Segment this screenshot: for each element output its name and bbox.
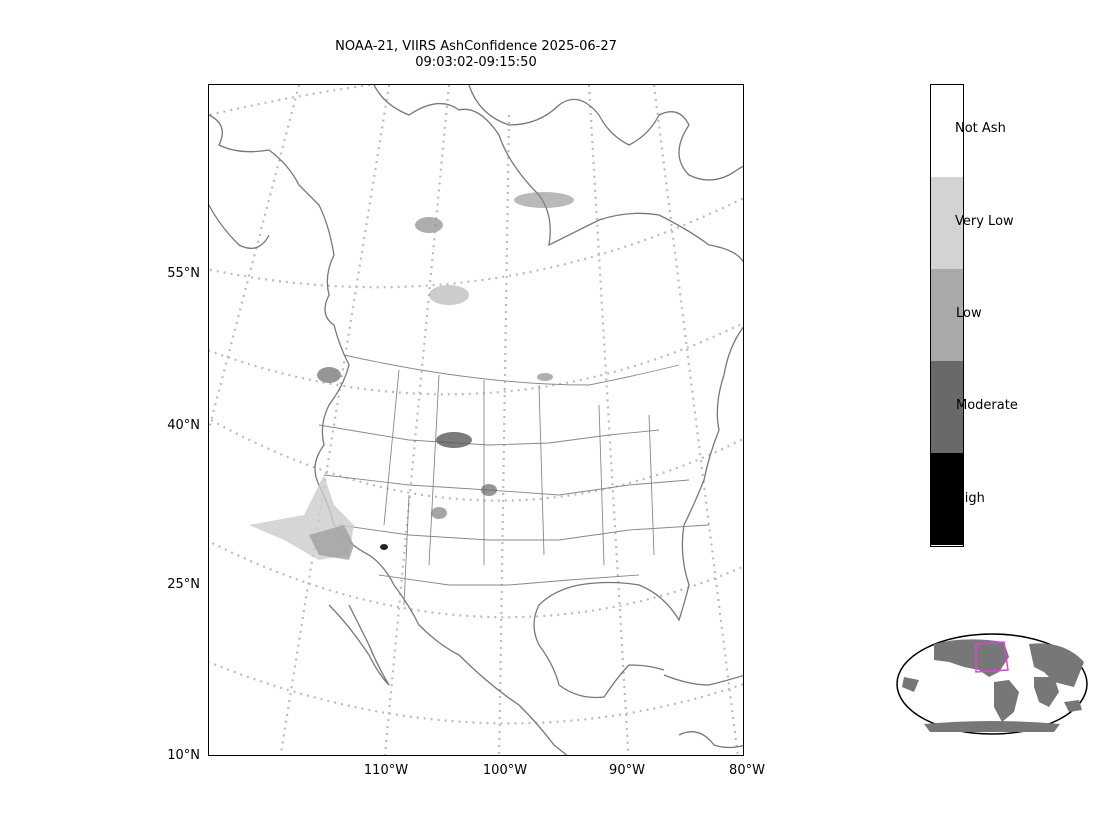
state-vline-6 bbox=[648, 414, 655, 556]
lon-label-110: 110°W bbox=[363, 763, 409, 778]
graticule-lat-40 bbox=[209, 417, 743, 502]
map-title: NOAA-21, VIIRS AshConfidence 2025-06-27 … bbox=[276, 39, 676, 71]
caribbean bbox=[663, 674, 743, 686]
state-line-1 bbox=[318, 424, 660, 446]
state-vline-5 bbox=[598, 404, 605, 566]
state-line-4 bbox=[378, 574, 640, 586]
globe-australia bbox=[1064, 700, 1082, 712]
state-vline-2 bbox=[428, 374, 440, 566]
colorbar bbox=[930, 84, 964, 547]
main-map[interactable] bbox=[208, 84, 744, 756]
ash-patch bbox=[436, 432, 472, 448]
alaska-coast bbox=[209, 204, 270, 249]
map-canvas bbox=[209, 85, 743, 755]
globe-north-america bbox=[934, 639, 1009, 677]
lat-label-25: 25°N bbox=[167, 577, 200, 592]
colorbar-label-low: Low bbox=[956, 306, 982, 321]
graticule-lon-80 bbox=[652, 85, 739, 755]
graticule-lon-110 bbox=[383, 85, 451, 755]
graticule-lon-130 bbox=[209, 85, 301, 433]
lon-label-100: 100°W bbox=[482, 763, 528, 778]
globe-south-america bbox=[994, 680, 1019, 722]
state-vline-7 bbox=[403, 494, 410, 606]
lon-label-80: 80°W bbox=[729, 763, 765, 778]
graticule-lon-100 bbox=[498, 114, 511, 755]
ash-patch bbox=[431, 507, 447, 519]
graticule-lon-120 bbox=[279, 85, 391, 755]
central-america bbox=[678, 731, 743, 749]
state-borders bbox=[318, 354, 710, 606]
ash-patch bbox=[514, 192, 574, 208]
hudson-bay bbox=[373, 85, 743, 263]
arctic-islands bbox=[468, 85, 743, 181]
west-coast bbox=[209, 114, 568, 755]
ash-patch-high bbox=[380, 544, 388, 550]
ash-data-overlay bbox=[249, 192, 574, 560]
lat-label-55: 55°N bbox=[167, 266, 200, 281]
title-line-1: NOAA-21, VIIRS AshConfidence 2025-06-27 bbox=[335, 39, 617, 54]
ash-patch bbox=[317, 367, 341, 383]
ash-plume-low bbox=[309, 525, 354, 560]
colorbar-segment-moderate bbox=[931, 361, 963, 453]
globe-land bbox=[902, 639, 1084, 732]
state-line-3 bbox=[338, 524, 710, 541]
colorbar-segment-high bbox=[931, 453, 963, 545]
globe-asia-west bbox=[902, 677, 919, 692]
colorbar-segment-low bbox=[931, 269, 963, 361]
inset-globe-map bbox=[896, 633, 1088, 735]
ash-patch bbox=[481, 484, 497, 496]
colorbar-segment-not-ash bbox=[931, 85, 963, 177]
colorbar-label-high: High bbox=[955, 491, 985, 506]
graticule-lon-90 bbox=[587, 85, 630, 755]
colorbar-label-moderate: Moderate bbox=[956, 398, 1018, 413]
colorbar-label-very-low: Very Low bbox=[955, 214, 1014, 229]
graticule-lat-60 bbox=[209, 197, 743, 289]
ash-patch bbox=[415, 217, 443, 233]
coastlines bbox=[209, 85, 743, 755]
lat-label-10: 10°N bbox=[167, 748, 200, 763]
ash-patch bbox=[429, 285, 469, 305]
ash-patch bbox=[537, 373, 553, 381]
globe-region-box bbox=[975, 641, 1009, 673]
globe-eurasia bbox=[1029, 643, 1084, 687]
state-line-2 bbox=[323, 474, 690, 496]
graticule-lat-20 bbox=[209, 660, 743, 725]
lat-label-40: 40°N bbox=[167, 418, 200, 433]
globe-antarctica bbox=[924, 721, 1060, 732]
colorbar-segment-very-low bbox=[931, 177, 963, 269]
state-vline-1 bbox=[383, 369, 400, 526]
lon-label-90: 90°W bbox=[609, 763, 645, 778]
colorbar-label-not-ash: Not Ash bbox=[955, 121, 1006, 136]
state-vline-4 bbox=[538, 384, 545, 556]
graticule bbox=[209, 85, 743, 755]
globe-africa bbox=[1034, 677, 1059, 707]
title-line-2: 09:03:02-09:15:50 bbox=[415, 55, 537, 70]
east-coast-gulf bbox=[533, 326, 743, 699]
graticule-lat-50 bbox=[209, 321, 743, 396]
us-canada-border bbox=[343, 354, 680, 386]
baja bbox=[328, 604, 390, 686]
